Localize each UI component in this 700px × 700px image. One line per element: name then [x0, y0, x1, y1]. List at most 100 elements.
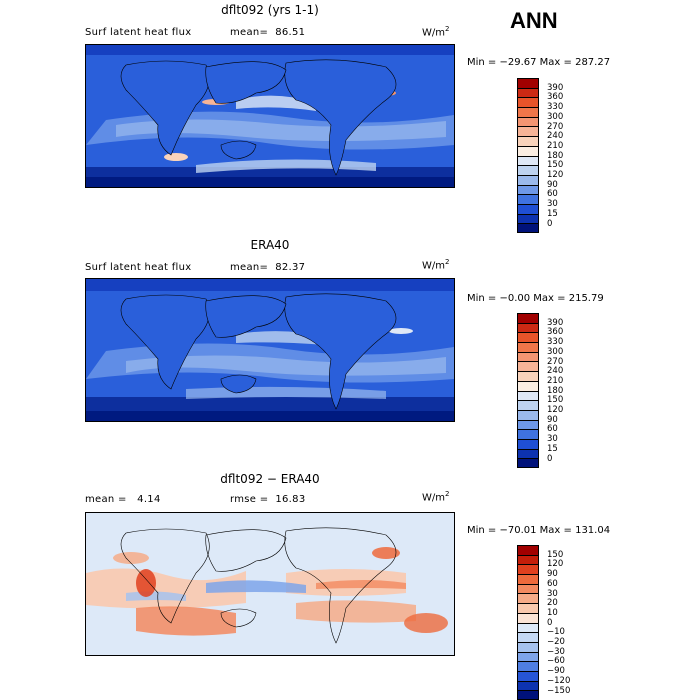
colorbar-swatch [517, 632, 539, 642]
colorbar-tick-label: 60 [547, 424, 558, 435]
colorbar-swatch [517, 448, 539, 459]
panel-3-map-svg [86, 513, 454, 655]
colorbar-swatch [517, 670, 539, 681]
colorbar-tick-label: 390 [547, 317, 564, 328]
colorbar-swatch [517, 174, 539, 185]
colorbar-swatch [517, 136, 539, 146]
colorbar-swatch [517, 184, 539, 195]
colorbar-swatch [517, 419, 539, 430]
colorbar-swatch [517, 332, 539, 343]
panel-2-title: ERA40 [250, 238, 290, 252]
panel-1-mean: mean= 86.51 [230, 27, 306, 38]
colorbar-swatch [517, 651, 539, 662]
colorbar-swatch [517, 342, 539, 352]
colorbar-tick-label: −120 [547, 675, 571, 686]
panel-3-minmax: Min = −70.01 Max = 131.04 [467, 525, 611, 536]
colorbar-swatch [517, 641, 539, 652]
colorbar-swatch [517, 126, 539, 137]
colorbar-tick-label: 330 [547, 337, 564, 348]
colorbar-tick-label: 180 [547, 150, 564, 161]
panel-3-units: W/m2 [422, 490, 450, 504]
colorbar-swatch [517, 223, 539, 233]
colorbar-tick-label: 90 [547, 569, 558, 580]
colorbar-tick-label: 300 [547, 346, 564, 357]
colorbar-tick-label: 10 [547, 607, 558, 618]
colorbar-swatch [517, 574, 539, 584]
colorbar-swatch [517, 661, 539, 671]
colorbar-tick-label: −60 [547, 656, 565, 667]
colorbar-tick-label: −90 [547, 666, 565, 677]
colorbar-tick-label: 0 [547, 453, 553, 464]
colorbar-tick-label: 15 [547, 443, 558, 454]
panel-2-field-label: Surf latent heat flux [85, 262, 192, 273]
colorbar-tick-label: 390 [547, 82, 564, 93]
colorbar-swatch [517, 583, 539, 594]
panel-3-rmse: rmse = 16.83 [230, 494, 306, 505]
panel-3-mean: mean = 4.14 [85, 494, 161, 505]
colorbar-swatch [517, 409, 539, 420]
panel-2-map-svg [86, 279, 454, 421]
colorbar-swatch [517, 429, 539, 439]
colorbar-tick-label: 360 [547, 327, 564, 338]
panel-1-title: dflt092 (yrs 1-1) [221, 3, 319, 17]
colorbar-tick-label: 60 [547, 189, 558, 200]
colorbar-tick-label: 330 [547, 102, 564, 113]
colorbar-swatch [517, 116, 539, 127]
colorbar-tick-label: 90 [547, 179, 558, 190]
colorbar-tick-label: 270 [547, 121, 564, 132]
colorbar-swatch [517, 145, 539, 156]
colorbar-swatch [517, 78, 539, 88]
colorbar-swatch [517, 322, 539, 333]
colorbar-swatch [517, 593, 539, 604]
colorbar-tick-label: −10 [547, 627, 565, 638]
colorbar-swatch [517, 371, 539, 381]
colorbar-tick-label: 30 [547, 434, 558, 445]
colorbar-swatch [517, 107, 539, 117]
panel-2-minmax: Min = −0.00 Max = 215.79 [467, 293, 604, 304]
colorbar-swatch [517, 554, 539, 565]
colorbar-tick-label: 60 [547, 578, 558, 589]
panel-2-map [85, 278, 455, 422]
colorbar-swatch [517, 612, 539, 623]
panel-1-field-label: Surf latent heat flux [85, 27, 192, 38]
colorbar-swatch [517, 194, 539, 204]
colorbar-swatch [517, 622, 539, 633]
season-label: ANN [510, 8, 558, 33]
panel-2-colorbar [517, 313, 539, 468]
colorbar-swatch [517, 690, 539, 700]
colorbar-tick-label: 240 [547, 131, 564, 142]
panel-1-map-svg [86, 45, 454, 187]
colorbar-tick-label: 20 [547, 598, 558, 609]
colorbar-swatch [517, 87, 539, 98]
colorbar-tick-label: −20 [547, 637, 565, 647]
colorbar-swatch [517, 380, 539, 391]
colorbar-swatch [517, 438, 539, 449]
panel-3-title: dflt092 − ERA40 [220, 472, 320, 486]
colorbar-swatch [517, 680, 539, 691]
colorbar-swatch [517, 361, 539, 372]
panel-3-colorbar [517, 545, 539, 700]
colorbar-swatch [517, 351, 539, 362]
colorbar-swatch [517, 458, 539, 468]
colorbar-tick-label: 150 [547, 395, 564, 406]
colorbar-swatch [517, 545, 539, 555]
colorbar-tick-label: 0 [547, 218, 553, 229]
panel-1-units: W/m2 [422, 25, 450, 39]
colorbar-tick-label: 30 [547, 588, 558, 599]
colorbar-tick-label: 120 [547, 405, 564, 415]
colorbar-tick-label: 30 [547, 199, 558, 210]
panel-2-units: W/m2 [422, 258, 450, 272]
colorbar-swatch [517, 213, 539, 224]
colorbar-tick-label: 15 [547, 208, 558, 219]
panel-2-mean: mean= 82.37 [230, 262, 306, 273]
colorbar-tick-label: 150 [547, 160, 564, 171]
panel-1-map [85, 44, 455, 188]
colorbar-swatch [517, 390, 539, 401]
colorbar-tick-label: 300 [547, 111, 564, 122]
colorbar-swatch [517, 603, 539, 613]
colorbar-tick-label: 0 [547, 617, 553, 628]
panel-1-minmax: Min = −29.67 Max = 287.27 [467, 57, 611, 68]
colorbar-swatch [517, 564, 539, 575]
colorbar-swatch [517, 155, 539, 166]
colorbar-tick-label: 210 [547, 375, 564, 386]
